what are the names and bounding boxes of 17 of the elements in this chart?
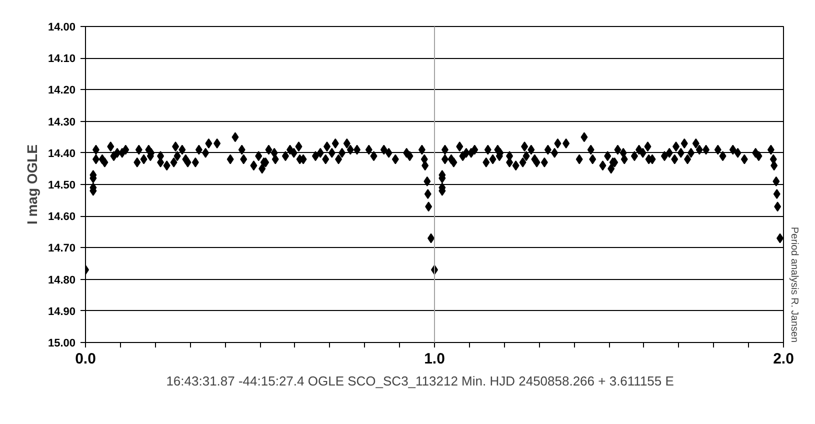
y-tick-label: 14.60 (48, 211, 76, 224)
text: Period analysis R. Jansen (788, 226, 800, 343)
y-tick-label: 14.20 (48, 84, 76, 97)
y-tick-label: 14.00 (48, 22, 76, 34)
x-tick-label: 1.0 (424, 350, 445, 368)
y-tick-label: 14.70 (48, 242, 76, 255)
y-tick-label: 14.80 (48, 274, 76, 286)
y-tick-label: 15.00 (48, 338, 76, 350)
x-tick-label: 2.0 (773, 350, 794, 368)
y-tick-label: 14.30 (48, 116, 76, 128)
y-tick-label: 14.50 (48, 180, 76, 192)
text: 16:43:31.87 -44:15:27.4 OGLE SCO_SC3_113212 Min. HJD 2450858.266 + 3.611155 E (166, 374, 674, 388)
y-tick-label: 14.90 (48, 306, 76, 318)
y-tick-label: 14.10 (48, 53, 76, 66)
y-tick-label: 14.40 (48, 148, 76, 160)
x-tick-label: 0.0 (75, 350, 96, 368)
y-axis-title: I mag OGLE (24, 144, 40, 225)
